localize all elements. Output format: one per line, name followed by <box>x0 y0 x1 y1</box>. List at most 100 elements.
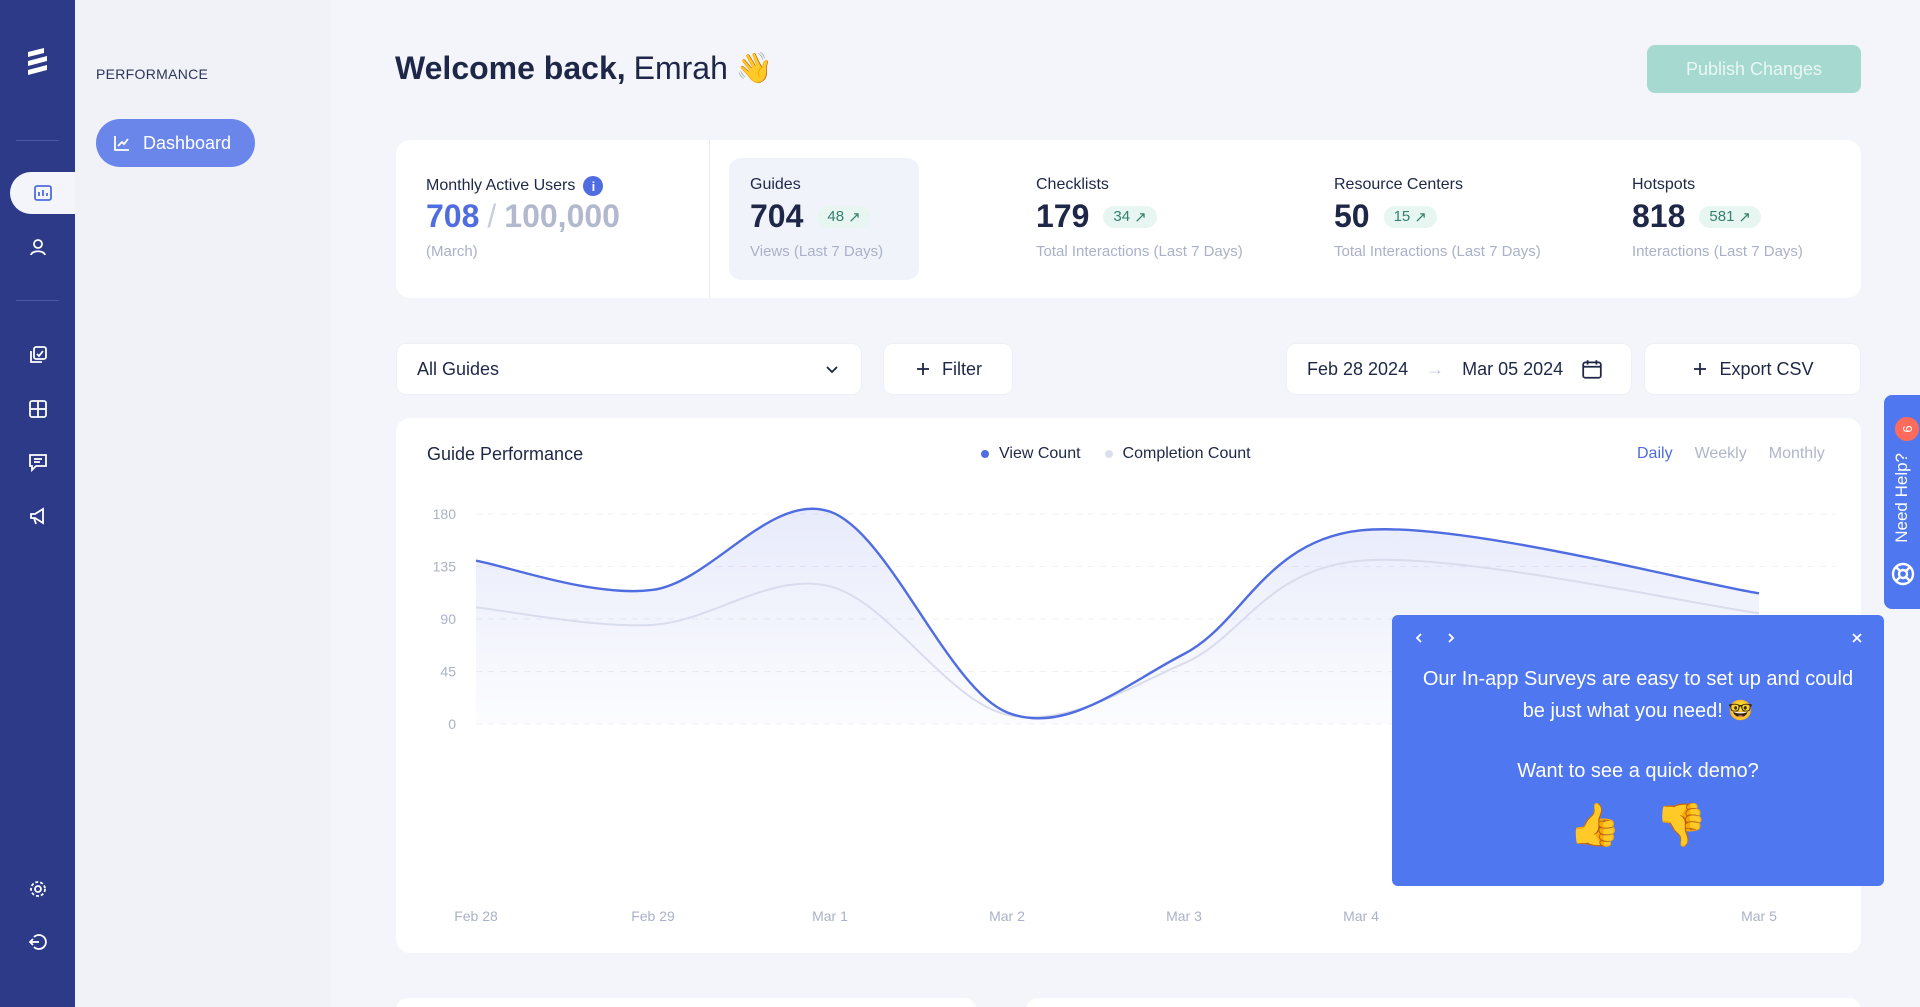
export-csv-button[interactable]: Export CSV <box>1644 343 1861 395</box>
stats-card: Monthly Active Users i 708 / 100,000 (Ma… <box>396 140 1861 298</box>
plus-icon <box>917 363 929 375</box>
stat-sub: Views (Last 7 Days) <box>750 243 884 260</box>
delta-value: 15 <box>1393 208 1411 225</box>
legend-dot <box>1104 450 1113 458</box>
chevron-down-icon <box>826 366 838 374</box>
calendar-icon[interactable] <box>1581 358 1603 380</box>
survey-popup: Our In-app Surveys are easy to set up an… <box>1392 615 1884 886</box>
stat-value: 50 15 ↗ <box>1334 198 1437 235</box>
period-toggle: Daily Weekly Monthly <box>1637 445 1825 463</box>
need-help-label: Need Help? <box>1892 453 1911 543</box>
chart-legend: View Count Completion Count <box>981 445 1251 463</box>
bottom-card-left <box>396 998 976 1007</box>
guide-select-dropdown[interactable]: All Guides <box>396 343 862 395</box>
survey-question: Want to see a quick demo? <box>1517 760 1759 782</box>
stats-divider <box>709 140 710 298</box>
stat-sub: (March) <box>426 243 478 260</box>
secondary-sidebar: PERFORMANCE Dashboard <box>75 0 331 1007</box>
trend-up-icon: ↗ <box>848 208 861 226</box>
trend-up-icon: ↗ <box>1134 208 1147 226</box>
stat-label: Monthly Active Users i <box>426 176 604 196</box>
page-title: Welcome back, Emrah 👋 <box>395 50 773 87</box>
plus-icon <box>1694 363 1707 375</box>
legend-label: Completion Count <box>1122 445 1251 462</box>
publish-changes-button[interactable]: Publish Changes <box>1647 45 1861 93</box>
stat-number: 818 <box>1632 198 1686 234</box>
stat-sub: Total Interactions (Last 7 Days) <box>1334 243 1541 260</box>
legend-label: View Count <box>999 445 1081 462</box>
performance-nav-icon[interactable] <box>10 172 75 214</box>
layouts-nav-icon[interactable] <box>0 388 75 430</box>
logout-nav-icon[interactable] <box>0 921 75 963</box>
filter-button[interactable]: Filter <box>883 343 1013 395</box>
date-range-picker[interactable]: Feb 28 2024 → Mar 05 2024 <box>1286 343 1632 395</box>
trend-up-icon: ↗ <box>1414 208 1427 226</box>
need-help-tab[interactable]: 6 Need Help? <box>1884 395 1920 609</box>
bottom-card-right <box>1026 998 1861 1007</box>
period-weekly[interactable]: Weekly <box>1694 445 1747 462</box>
info-icon[interactable]: i <box>583 176 604 196</box>
thumbs-down-button[interactable]: 👎 <box>1655 801 1708 848</box>
surveys-nav-icon[interactable] <box>0 441 75 483</box>
help-badge: 6 <box>1895 417 1919 441</box>
y-tick-label: 0 <box>448 716 456 732</box>
stat-label: Checklists <box>1036 176 1109 193</box>
users-nav-icon[interactable] <box>0 226 75 268</box>
stat-value: 704 48 ↗ <box>750 198 871 235</box>
rail-divider <box>16 300 59 301</box>
wave-emoji: 👋 <box>735 52 774 85</box>
slash-separator: / <box>487 198 497 234</box>
legend-view-count[interactable]: View Count <box>981 445 1081 463</box>
x-tick-label: Feb 29 <box>631 908 675 924</box>
x-tick-label: Feb 28 <box>454 908 498 924</box>
export-label: Export CSV <box>1719 358 1814 379</box>
lifebuoy-icon <box>1891 562 1915 586</box>
period-daily[interactable]: Daily <box>1637 445 1673 462</box>
x-tick-label: Mar 3 <box>1166 908 1202 924</box>
delta-badge: 48 ↗ <box>817 205 871 228</box>
welcome-text: Welcome back, <box>395 50 626 86</box>
survey-votes: 👍 👎 <box>1392 801 1884 850</box>
date-to[interactable]: Mar 05 2024 <box>1462 358 1564 379</box>
x-tick-label: Mar 5 <box>1741 908 1777 924</box>
delta-value: 34 <box>1113 208 1131 225</box>
view-count-line <box>475 507 1760 720</box>
survey-message: Our In-app Surveys are easy to set up an… <box>1422 668 1854 722</box>
userguiding-logo-icon[interactable] <box>24 46 51 80</box>
y-tick-label: 90 <box>440 611 456 627</box>
icon-rail <box>0 0 75 1007</box>
stat-value: 818 581 ↗ <box>1632 198 1761 235</box>
rail-divider <box>16 140 59 141</box>
date-from[interactable]: Feb 28 2024 <box>1307 358 1409 379</box>
announcements-nav-icon[interactable] <box>0 495 75 537</box>
close-icon[interactable] <box>1848 629 1866 647</box>
trend-up-icon: ↗ <box>1738 208 1751 226</box>
stat-value: 708 / 100,000 <box>426 198 620 235</box>
y-tick-label: 180 <box>433 506 457 522</box>
stat-label: Guides <box>750 176 801 193</box>
stat-number: 50 <box>1334 198 1370 234</box>
period-monthly[interactable]: Monthly <box>1768 445 1825 462</box>
survey-nav <box>1410 629 1460 647</box>
chevron-left-icon[interactable] <box>1410 629 1428 647</box>
settings-nav-icon[interactable] <box>0 868 75 910</box>
y-tick-label: 135 <box>433 559 457 575</box>
guide-select-value: All Guides <box>417 358 500 379</box>
legend-completion-count[interactable]: Completion Count <box>1104 445 1251 463</box>
x-tick-label: Mar 4 <box>1343 908 1379 924</box>
delta-value: 581 <box>1709 208 1735 225</box>
thumbs-up-button[interactable]: 👍 <box>1568 801 1621 848</box>
stat-number: 179 <box>1036 198 1090 234</box>
sidebar-item-dashboard[interactable]: Dashboard <box>96 119 255 167</box>
mau-limit: 100,000 <box>504 198 620 234</box>
sidebar-section-title: PERFORMANCE <box>96 66 209 82</box>
arrow-right-icon: → <box>1426 358 1445 379</box>
chart-title: Guide Performance <box>427 444 584 464</box>
x-tick-label: Mar 2 <box>989 908 1025 924</box>
user-name: Emrah <box>633 50 728 86</box>
guides-nav-icon[interactable] <box>0 334 75 376</box>
delta-badge: 15 ↗ <box>1383 205 1437 228</box>
delta-badge: 34 ↗ <box>1103 205 1157 228</box>
chevron-right-icon[interactable] <box>1442 629 1460 647</box>
delta-value: 48 <box>827 208 845 225</box>
